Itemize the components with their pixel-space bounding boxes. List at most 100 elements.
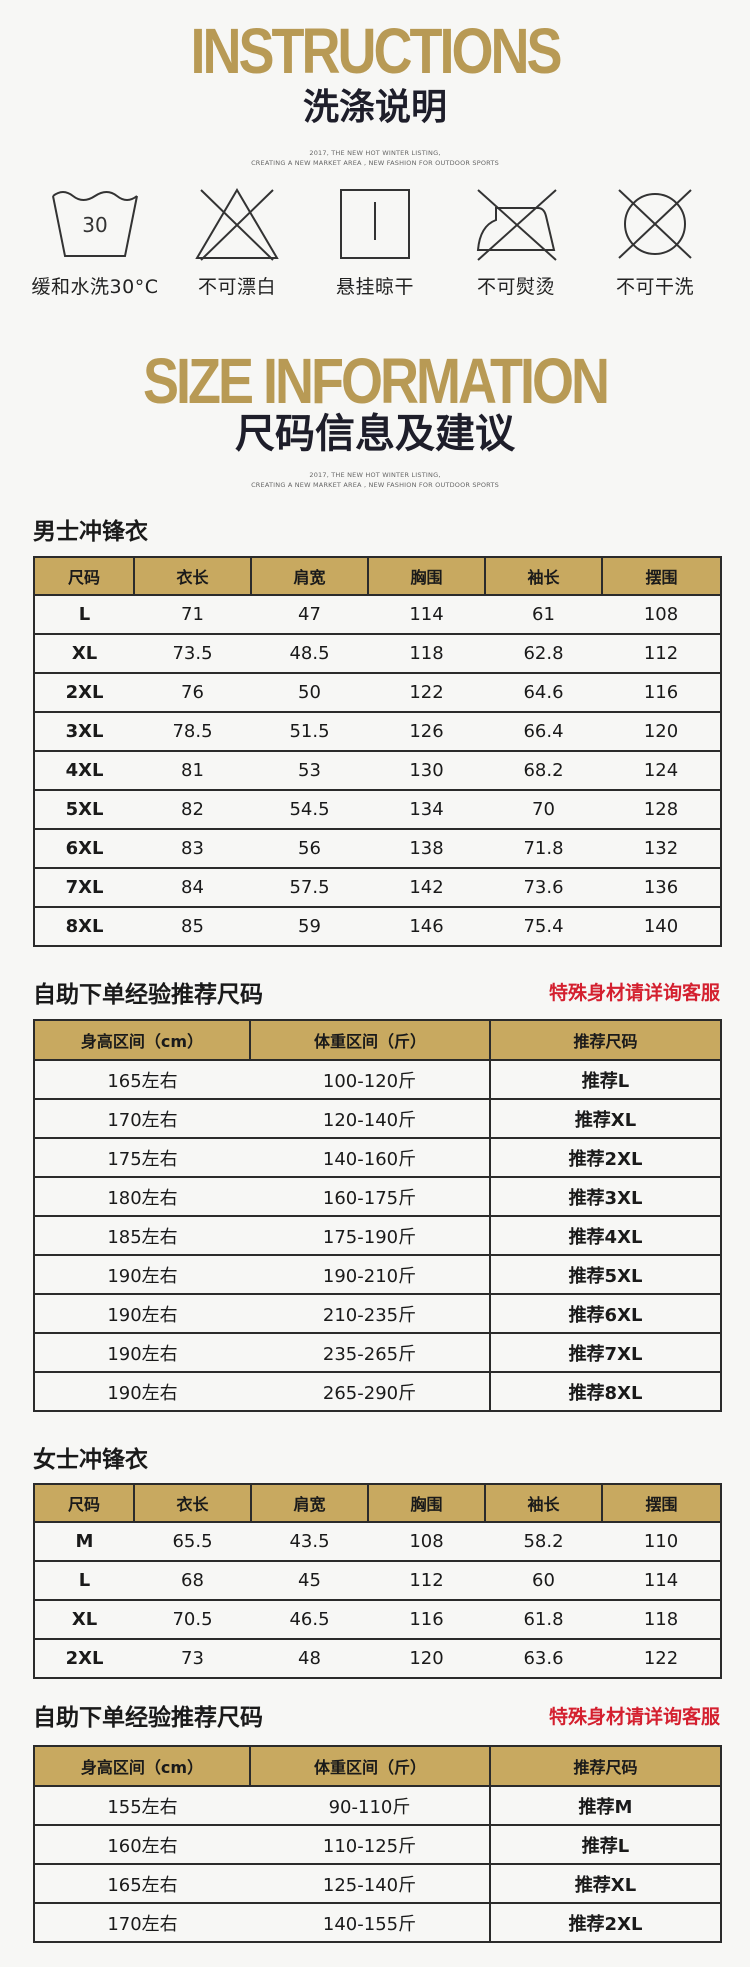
table-row: 190左右 235-265斤 推荐7XL <box>33 1332 722 1372</box>
table-cell: 43.5 <box>251 1521 368 1561</box>
column-header: 身高区间（cm） <box>33 1746 251 1786</box>
table-cell: 112 <box>368 1560 485 1600</box>
column-header: 体重区间（斤） <box>249 1746 491 1786</box>
table-cell: 60 <box>485 1560 602 1600</box>
table-row: L 68 45 112 60 114 <box>33 1560 722 1600</box>
tagline-line-2: CREATING A NEW MARKET AREA , NEW FASHION… <box>251 481 499 489</box>
column-header: 摆围 <box>601 557 722 595</box>
table-cell: 190左右 <box>33 1371 250 1411</box>
table-cell: 175-190斤 <box>250 1215 490 1255</box>
table-row: 155左右 90-110斤 推荐M <box>33 1785 722 1825</box>
table-header-row: 尺码 衣长 肩宽 胸围 袖长 摆围 <box>33 1484 722 1522</box>
no-iron-icon <box>476 189 557 261</box>
table-cell: 47 <box>251 594 368 634</box>
table-cell: 142 <box>368 867 485 907</box>
table-cell: 3XL <box>33 711 134 751</box>
table-cell: 160左右 <box>33 1824 250 1864</box>
table-cell: 180左右 <box>33 1176 250 1216</box>
table-cell: 6XL <box>33 828 134 868</box>
table-cell: 116 <box>368 1599 485 1639</box>
table-row: 170左右 120-140斤 推荐XL <box>33 1098 722 1138</box>
table-cell: 73 <box>134 1638 251 1678</box>
table-cell: 51.5 <box>251 711 368 751</box>
table-cell: M <box>33 1521 134 1561</box>
table-cell: 推荐4XL <box>489 1215 722 1255</box>
table-cell: 140-160斤 <box>250 1137 490 1177</box>
table-cell: 2XL <box>33 672 134 712</box>
table-cell: 7XL <box>33 867 134 907</box>
column-header: 衣长 <box>133 557 252 595</box>
table-cell: 112 <box>602 633 722 673</box>
table-cell: 4XL <box>33 750 134 790</box>
table-cell: 76 <box>134 672 251 712</box>
table-cell: 210-235斤 <box>250 1293 490 1333</box>
table-cell: 110-125斤 <box>250 1824 490 1864</box>
table-cell: 160-175斤 <box>250 1176 490 1216</box>
table-cell: 100-120斤 <box>250 1059 490 1099</box>
table-cell: 136 <box>602 867 722 907</box>
column-header: 体重区间（斤） <box>249 1020 491 1060</box>
size-info-title-cn: 尺码信息及建议 <box>235 411 515 457</box>
tagline-line-1: 2017, THE NEW HOT WINTER LISTING, <box>309 471 441 479</box>
no-bleach-icon <box>195 188 279 261</box>
table-cell: 165左右 <box>33 1059 250 1099</box>
column-header: 摆围 <box>601 1484 722 1522</box>
table-cell: XL <box>33 1599 134 1639</box>
table-cell: 130 <box>368 750 485 790</box>
table-cell: 118 <box>602 1599 722 1639</box>
table-row: 165左右 100-120斤 推荐L <box>33 1059 722 1099</box>
table-row: 7XL 84 57.5 142 73.6 136 <box>33 867 722 907</box>
table-cell: 推荐8XL <box>489 1371 722 1411</box>
women-rec-table: 身高区间（cm） 体重区间（斤） 推荐尺码 155左右 90-110斤 推荐M 160左右… <box>33 1745 722 1943</box>
table-cell: 46.5 <box>251 1599 368 1639</box>
table-row: 2XL 76 50 122 64.6 116 <box>33 672 722 712</box>
table-cell: 138 <box>368 828 485 868</box>
table-cell: 8XL <box>33 906 134 946</box>
table-cell: L <box>33 594 134 634</box>
table-cell: 84 <box>134 867 251 907</box>
table-cell: 165左右 <box>33 1863 250 1903</box>
table-cell: 62.8 <box>485 633 602 673</box>
table-cell: 71.8 <box>485 828 602 868</box>
table-cell: 53 <box>251 750 368 790</box>
table-cell: 推荐M <box>489 1785 722 1825</box>
table-cell: 70 <box>485 789 602 829</box>
table-cell: 推荐XL <box>489 1863 722 1903</box>
table-row: M 65.5 43.5 108 58.2 110 <box>33 1521 722 1561</box>
table-cell: 90-110斤 <box>250 1785 490 1825</box>
men-rec-label: 自助下单经验推荐尺码 <box>33 982 263 1008</box>
table-cell: 110 <box>602 1521 722 1561</box>
table-row: 190左右 210-235斤 推荐6XL <box>33 1293 722 1333</box>
table-cell: 126 <box>368 711 485 751</box>
table-cell: 68.2 <box>485 750 602 790</box>
wash-30-icon: 30 <box>52 191 138 257</box>
no-dry-clean-icon <box>618 189 692 259</box>
table-cell: 61.8 <box>485 1599 602 1639</box>
table-cell: 132 <box>602 828 722 868</box>
table-row: 180左右 160-175斤 推荐3XL <box>33 1176 722 1216</box>
care-item-no-iron: 不可熨烫 <box>441 186 591 299</box>
table-cell: 5XL <box>33 789 134 829</box>
table-cell: 推荐L <box>489 1824 722 1864</box>
table-cell: 78.5 <box>134 711 251 751</box>
table-header-row: 身高区间（cm） 体重区间（斤） 推荐尺码 <box>33 1746 722 1786</box>
table-row: XL 73.5 48.5 118 62.8 112 <box>33 633 722 673</box>
table-cell: 85 <box>134 906 251 946</box>
care-item-no-dry-clean: 不可干洗 <box>580 186 730 299</box>
column-header: 袖长 <box>484 557 603 595</box>
care-item-hang-dry: 悬挂晾干 <box>300 186 450 299</box>
instructions-tagline: 2017, THE NEW HOT WINTER LISTING, CREATI… <box>0 148 750 168</box>
table-cell: 118 <box>368 633 485 673</box>
table-cell: 73.5 <box>134 633 251 673</box>
column-header: 胸围 <box>367 1484 486 1522</box>
table-cell: 59 <box>251 906 368 946</box>
table-row: 2XL 73 48 120 63.6 122 <box>33 1638 722 1678</box>
table-row: 170左右 140-155斤 推荐2XL <box>33 1902 722 1942</box>
table-cell: 140-155斤 <box>250 1902 490 1942</box>
table-cell: 2XL <box>33 1638 134 1678</box>
table-row: 190左右 190-210斤 推荐5XL <box>33 1254 722 1294</box>
care-item-wash: 30 缓和水洗30°C <box>20 186 170 299</box>
table-row: 4XL 81 53 130 68.2 124 <box>33 750 722 790</box>
instructions-title-cn: 洗涤说明 <box>302 87 447 128</box>
